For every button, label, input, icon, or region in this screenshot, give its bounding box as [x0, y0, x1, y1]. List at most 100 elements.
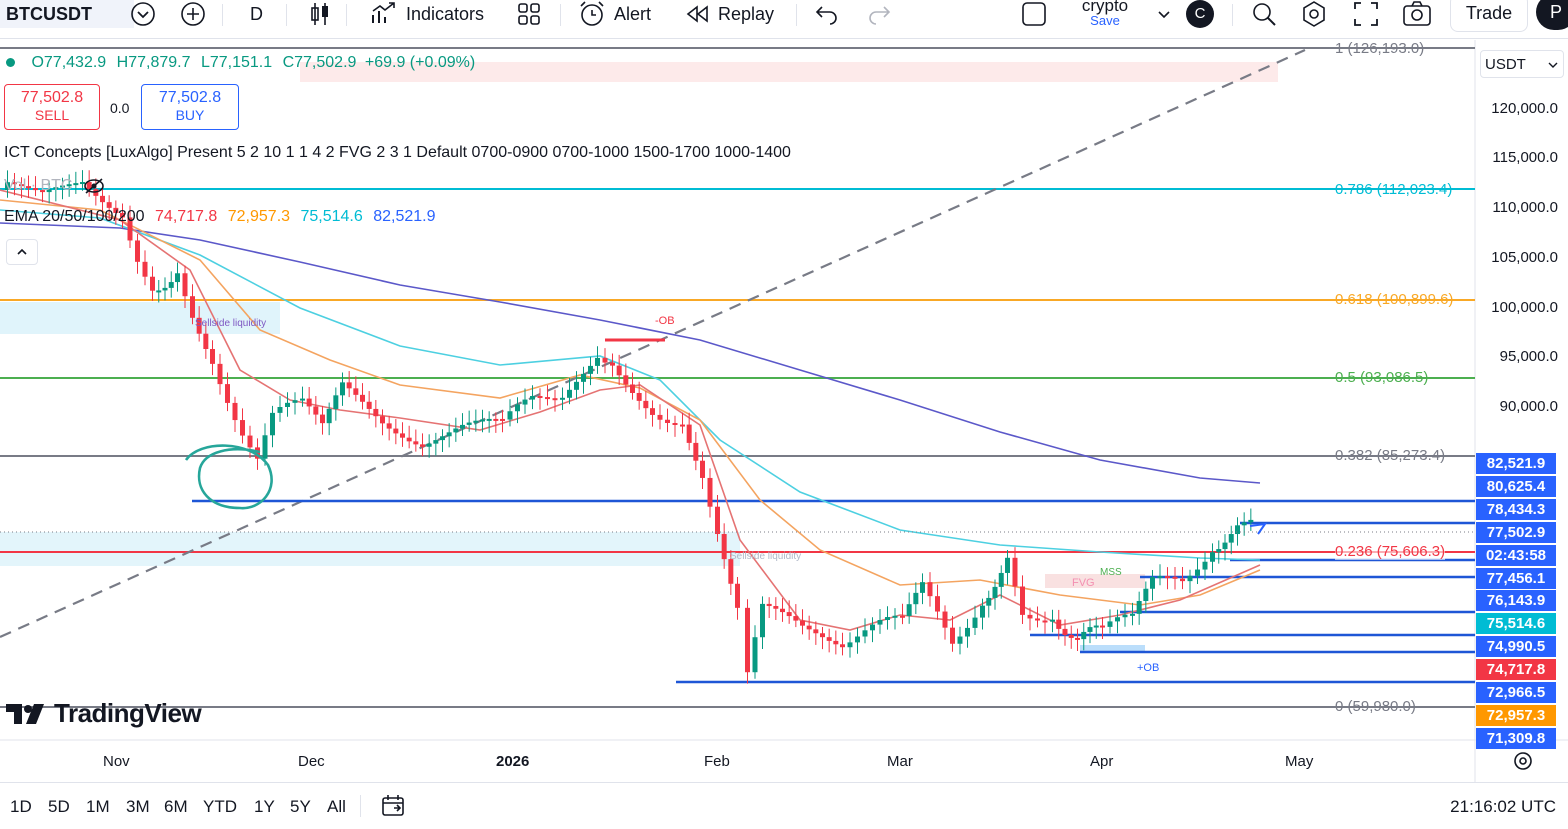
fullscreen-layout-button[interactable]: [1020, 0, 1048, 28]
low-value: L77,151.1: [200, 54, 273, 71]
candle-body: [686, 424, 692, 443]
range-button-all[interactable]: All: [327, 797, 346, 816]
candle-body: [1027, 614, 1033, 619]
settings-button[interactable]: [1300, 0, 1328, 28]
user-avatar[interactable]: C: [1186, 0, 1214, 28]
chevron-down-icon: [1158, 11, 1170, 19]
symbol-search[interactable]: BTCUSDT: [0, 0, 134, 28]
ema100-value: 75,514.6: [300, 208, 363, 225]
timezone-settings-button[interactable]: [1512, 750, 1534, 777]
spread-value: 0.0: [110, 100, 130, 116]
ohlc-legend: O77,432.9 H77,879.7 L77,151.1 C77,502.9 …: [6, 54, 475, 72]
price-scale-label: 71,309.8: [1476, 727, 1556, 749]
price-scale-label: 80,625.4: [1476, 475, 1556, 497]
candle-body: [190, 296, 195, 318]
candle-body: [292, 400, 298, 403]
volume-legend[interactable]: Vol · BTC: [4, 177, 105, 195]
layouts-button[interactable]: [516, 0, 542, 28]
publish-label: P: [1550, 2, 1563, 22]
quick-search-button[interactable]: [1250, 0, 1278, 28]
change-value: +69.9 (+0.09%): [364, 54, 476, 71]
candle-body: [1005, 557, 1010, 573]
ema-legend[interactable]: EMA 20/50/100/200 74,717.8 72,957.3 75,5…: [4, 208, 436, 226]
compare-symbol-button[interactable]: [130, 0, 160, 28]
fib-retracement[interactable]: [0, 47, 1475, 708]
currency-selector[interactable]: USDT: [1480, 50, 1564, 78]
chart-type-button[interactable]: [308, 0, 332, 28]
chart-pane[interactable]: Sellside liquidity Sellside liquidity -O…: [0, 40, 1568, 782]
layout-dropdown-button[interactable]: [1156, 0, 1172, 28]
toolbar-separator: [360, 795, 361, 817]
candle-body: [800, 620, 805, 626]
toolbar-separator: [286, 4, 287, 26]
trade-button[interactable]: Trade: [1450, 0, 1528, 32]
ict-indicator-legend[interactable]: ICT Concepts [LuxAlgo] Present 5 2 10 1 …: [4, 144, 791, 161]
range-button-ytd[interactable]: YTD: [203, 797, 237, 816]
range-button-5d[interactable]: 5D: [48, 797, 70, 816]
candle-body: [1100, 625, 1105, 628]
candle-body: [1187, 575, 1193, 582]
candle-body: [935, 596, 940, 612]
candle-body: [406, 437, 412, 442]
range-button-5y[interactable]: 5Y: [290, 797, 311, 816]
collapse-legend-button[interactable]: [6, 239, 38, 265]
avatar-letter: C: [1194, 5, 1206, 22]
publish-button[interactable]: P: [1536, 0, 1568, 30]
volume-label: Vol · BTC: [4, 177, 73, 195]
candle-body: [1020, 586, 1025, 615]
goto-date-button[interactable]: [380, 793, 406, 824]
price-scale-label: 02:43:58: [1476, 544, 1556, 566]
horizontal-levels[interactable]: [192, 338, 1475, 684]
range-button-1m[interactable]: 1M: [86, 797, 110, 816]
layout-save-button[interactable]: crypto Save: [1070, 0, 1140, 28]
snapshot-button[interactable]: [1402, 0, 1432, 28]
sell-button[interactable]: 77,502.8 SELL: [4, 84, 100, 130]
redo-button[interactable]: [866, 0, 892, 28]
interval-button[interactable]: D: [250, 0, 263, 28]
fvg-label: FVG: [1072, 577, 1095, 589]
sellside-liquidity-zone: [0, 302, 280, 334]
candle-body: [60, 185, 65, 188]
tradingview-watermark[interactable]: TradingView: [6, 698, 202, 729]
candle-body: [1115, 617, 1120, 622]
indicators-button[interactable]: Indicators: [370, 0, 484, 28]
candle-body: [537, 396, 543, 399]
replay-label: Replay: [718, 3, 775, 24]
time-axis-label: Apr: [1090, 753, 1114, 770]
price-scale-label: 77,456.1: [1476, 567, 1556, 589]
candle-body: [1050, 619, 1055, 622]
candle-body: [1130, 613, 1135, 616]
range-button-1y[interactable]: 1Y: [254, 797, 275, 816]
ema-100-line: [0, 209, 1261, 561]
candle-body: [106, 202, 112, 208]
candle-body: [285, 402, 290, 408]
eye-off-icon[interactable]: [83, 177, 105, 195]
candle-body: [1042, 620, 1048, 623]
sell-price: 77,502.8: [20, 89, 84, 106]
candle-body: [247, 435, 253, 448]
candle-body: [986, 597, 992, 606]
candle-body: [113, 207, 119, 213]
add-symbol-button[interactable]: [180, 0, 206, 28]
candle-body: [515, 404, 520, 412]
fullscreen-button[interactable]: [1352, 0, 1380, 28]
utc-clock[interactable]: 21:16:02 UTC: [1450, 797, 1556, 816]
market-status-dot: [6, 58, 15, 67]
price-chart[interactable]: Sellside liquidity Sellside liquidity -O…: [0, 40, 1568, 782]
candle-body: [913, 592, 919, 605]
range-button-3m[interactable]: 3M: [126, 797, 150, 816]
candle-body: [522, 399, 528, 405]
calendar-icon: [382, 795, 404, 816]
fib-level-label: 0.786 (112,023.4): [1335, 181, 1453, 198]
candle-body: [1062, 628, 1068, 635]
alert-button[interactable]: Alert: [578, 0, 651, 28]
candle-body: [728, 559, 734, 584]
replay-button[interactable]: Replay: [684, 0, 774, 28]
range-button-6m[interactable]: 6M: [164, 797, 188, 816]
undo-button[interactable]: [814, 0, 840, 28]
range-button-1d[interactable]: 1D: [10, 797, 32, 816]
buy-button[interactable]: 77,502.8 BUY: [141, 84, 239, 130]
candle-body: [980, 605, 985, 618]
candle-body: [820, 633, 825, 638]
candle-body: [426, 443, 432, 447]
